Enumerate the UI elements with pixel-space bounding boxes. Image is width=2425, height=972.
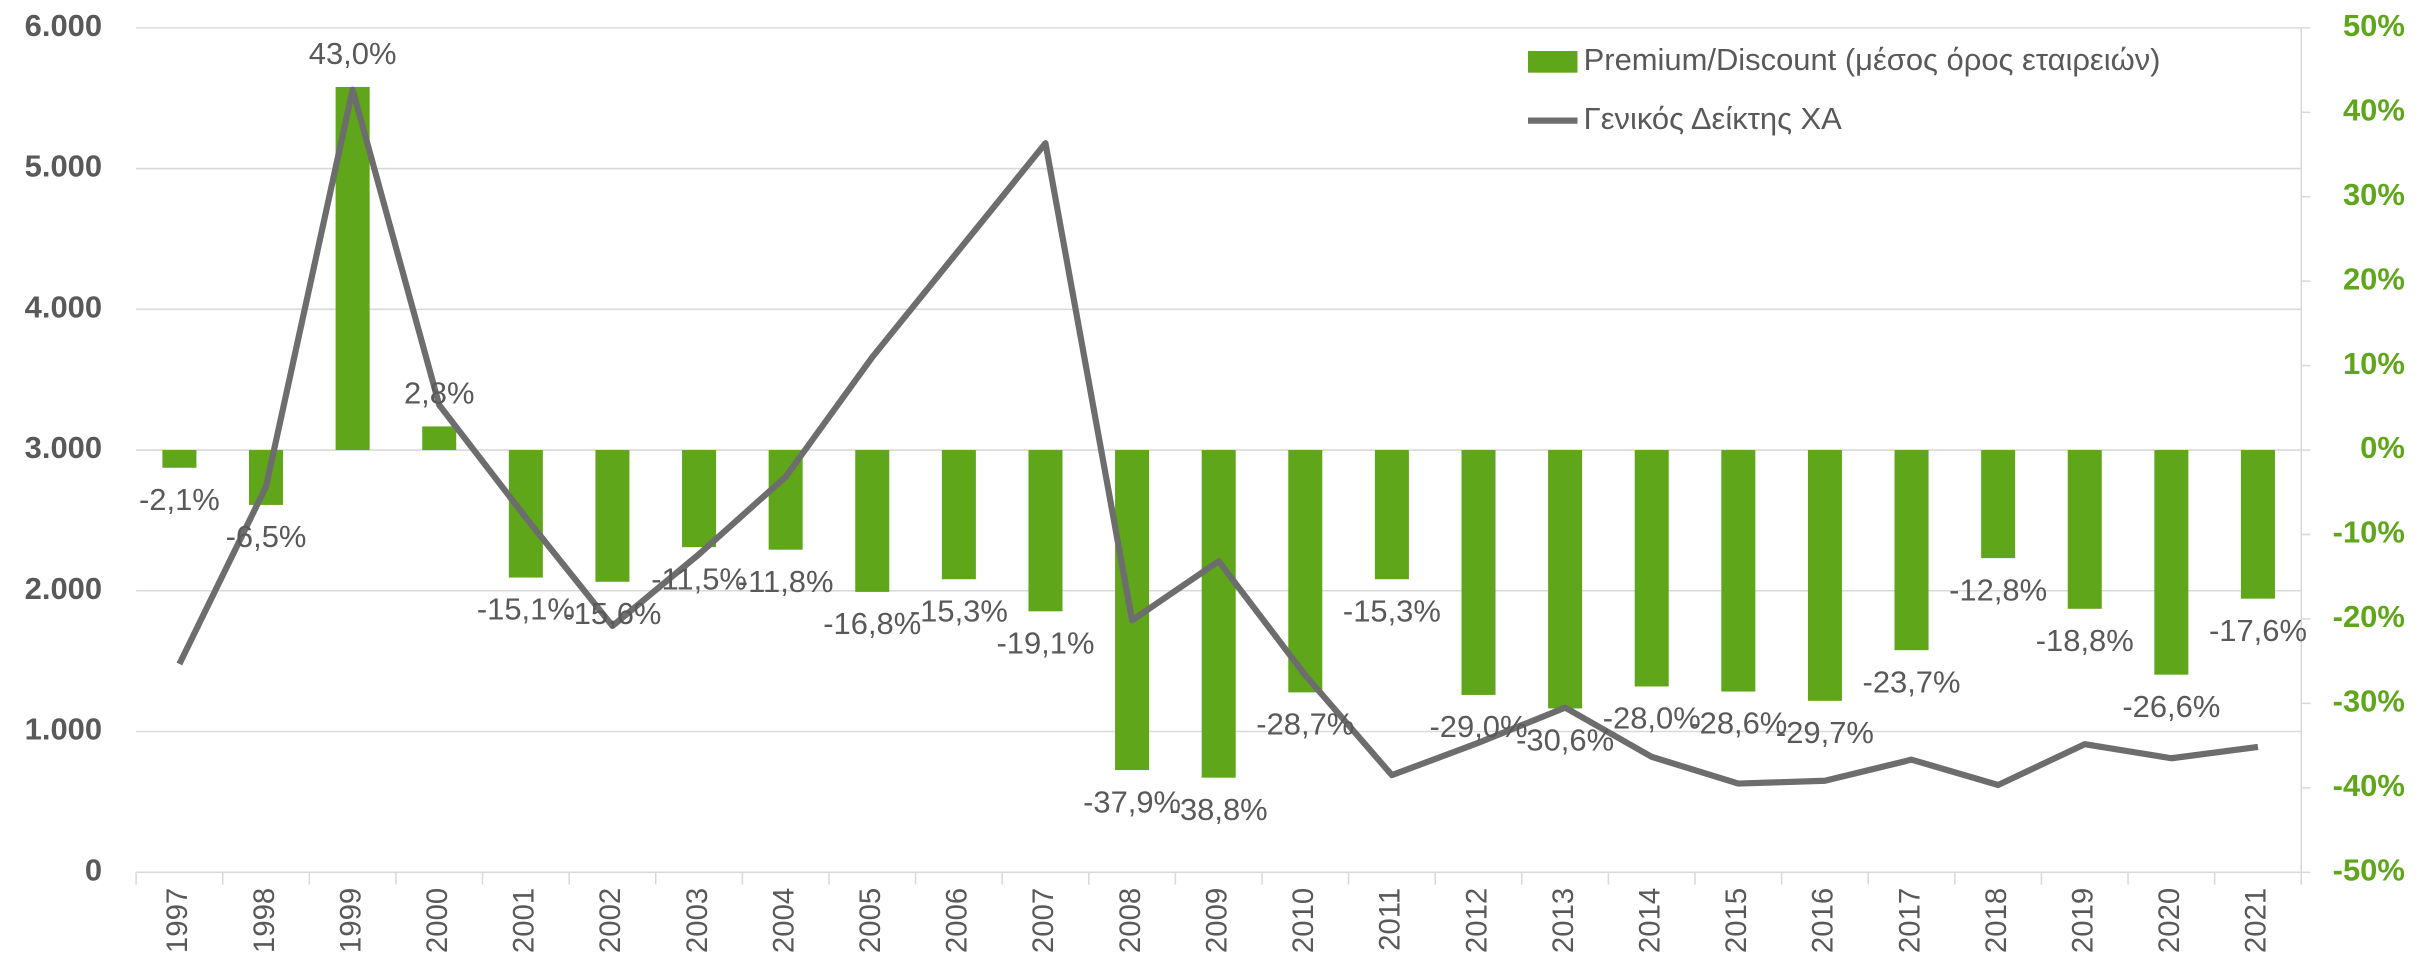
data-label: -16,8% (823, 606, 921, 641)
data-label: -17,6% (2209, 613, 2307, 648)
bar (422, 426, 457, 451)
x-tick-label: 2012 (1460, 888, 1493, 953)
bar (1288, 450, 1323, 693)
y2-tick-label: 30% (2343, 177, 2405, 212)
bar (1634, 450, 1669, 687)
data-label: -28,0% (1603, 701, 1701, 736)
y-tick-label: 1.000 (25, 712, 102, 747)
bar (1028, 450, 1063, 612)
bar (768, 450, 803, 550)
bar (1374, 450, 1409, 580)
x-tick-label: 2007 (1027, 888, 1060, 953)
x-tick-label: 2021 (2240, 888, 2273, 953)
x-tick-label: 2013 (1547, 888, 1580, 953)
x-tick-label: 1999 (334, 888, 367, 953)
bar (1894, 450, 1929, 651)
bar (1548, 450, 1583, 709)
data-label: -29,0% (1430, 709, 1528, 744)
data-label: -28,6% (1689, 706, 1787, 741)
data-label: -2,1% (139, 482, 220, 517)
x-tick-label: 2000 (421, 888, 454, 953)
bar (595, 450, 630, 582)
bar (682, 450, 717, 548)
y-tick-label: 3.000 (25, 430, 102, 465)
legend-label: Premium/Discount (μέσος όρος εταιρειών) (1584, 42, 2161, 77)
x-tick-label: 2019 (2067, 888, 2100, 953)
x-tick-label: 2006 (941, 888, 974, 953)
x-tick-label: 1997 (161, 888, 194, 953)
data-label: -12,8% (1949, 572, 2047, 607)
data-label: -37,9% (1083, 784, 1181, 819)
data-label: -29,7% (1776, 715, 1874, 750)
bar (2154, 450, 2189, 675)
x-tick-label: 2017 (1893, 888, 1926, 953)
x-tick-label: 2002 (594, 888, 627, 953)
line (176, 86, 2259, 789)
y-tick-label: 0 (85, 852, 102, 887)
y2-tick-label: -10% (2333, 515, 2405, 550)
data-label: -19,1% (996, 626, 1094, 661)
data-label: -18,8% (2036, 623, 2134, 658)
legend-label: Γενικός Δείκτης ΧΑ (1584, 101, 1843, 136)
bar (1721, 450, 1756, 692)
data-label: -15,3% (1343, 593, 1441, 628)
y2-tick-label: 20% (2343, 261, 2405, 296)
data-label: -15,6% (563, 596, 661, 631)
x-tick-label: 2005 (854, 888, 887, 953)
y2-tick-label: 40% (2343, 92, 2405, 127)
x-tick-label: 2015 (1720, 888, 1753, 953)
x-tick-label: 2004 (767, 888, 800, 953)
x-tick-label: 2016 (1807, 888, 1840, 953)
y-tick-label: 5.000 (25, 149, 102, 184)
bar (855, 450, 890, 592)
x-tick-label: 2018 (1980, 888, 2013, 953)
data-label: 2,8% (404, 376, 474, 411)
x-tick-label: 2020 (2153, 888, 2186, 953)
y-tick-label: 6.000 (25, 8, 102, 43)
data-label: -11,8% (738, 564, 834, 599)
bar (162, 450, 197, 468)
x-tick-label: 2010 (1287, 888, 1320, 953)
bar (2240, 450, 2275, 599)
data-label: 43,0% (309, 36, 397, 71)
x-tick-label: 2003 (681, 888, 714, 953)
y2-tick-label: -50% (2333, 852, 2405, 887)
data-label: -15,3% (910, 593, 1008, 628)
x-tick-label: 2011 (1374, 888, 1407, 951)
data-label: -38,8% (1170, 792, 1268, 827)
x-tick-label: 2001 (508, 888, 541, 953)
x-tick-label: 2008 (1114, 888, 1147, 953)
bar (1201, 450, 1236, 778)
y2-tick-label: -30% (2333, 684, 2405, 719)
bar (941, 450, 976, 580)
y2-tick-label: -40% (2333, 768, 2405, 803)
bar (1461, 450, 1496, 695)
bar (1807, 450, 1842, 701)
data-label: -26,6% (2122, 689, 2220, 724)
y2-tick-label: 0% (2360, 430, 2405, 465)
data-label: -28,7% (1256, 707, 1354, 742)
y-tick-label: 4.000 (25, 289, 102, 324)
legend-swatch (1527, 51, 1578, 73)
y2-tick-label: 10% (2343, 346, 2405, 381)
y2-tick-label: -20% (2333, 599, 2405, 634)
x-tick-label: 2014 (1633, 888, 1666, 953)
data-label: -15,1% (477, 592, 575, 627)
bar (2067, 450, 2102, 609)
x-tick-label: 2009 (1200, 888, 1233, 953)
data-label: -6,5% (226, 519, 307, 554)
y2-tick-label: 50% (2343, 8, 2405, 43)
data-label: -30,6% (1516, 723, 1614, 758)
y-tick-label: 2.000 (25, 571, 102, 606)
data-label: -11,5% (651, 561, 747, 596)
x-tick-label: 1998 (248, 888, 281, 953)
data-label: -23,7% (1863, 664, 1961, 699)
bar (1981, 450, 2016, 559)
